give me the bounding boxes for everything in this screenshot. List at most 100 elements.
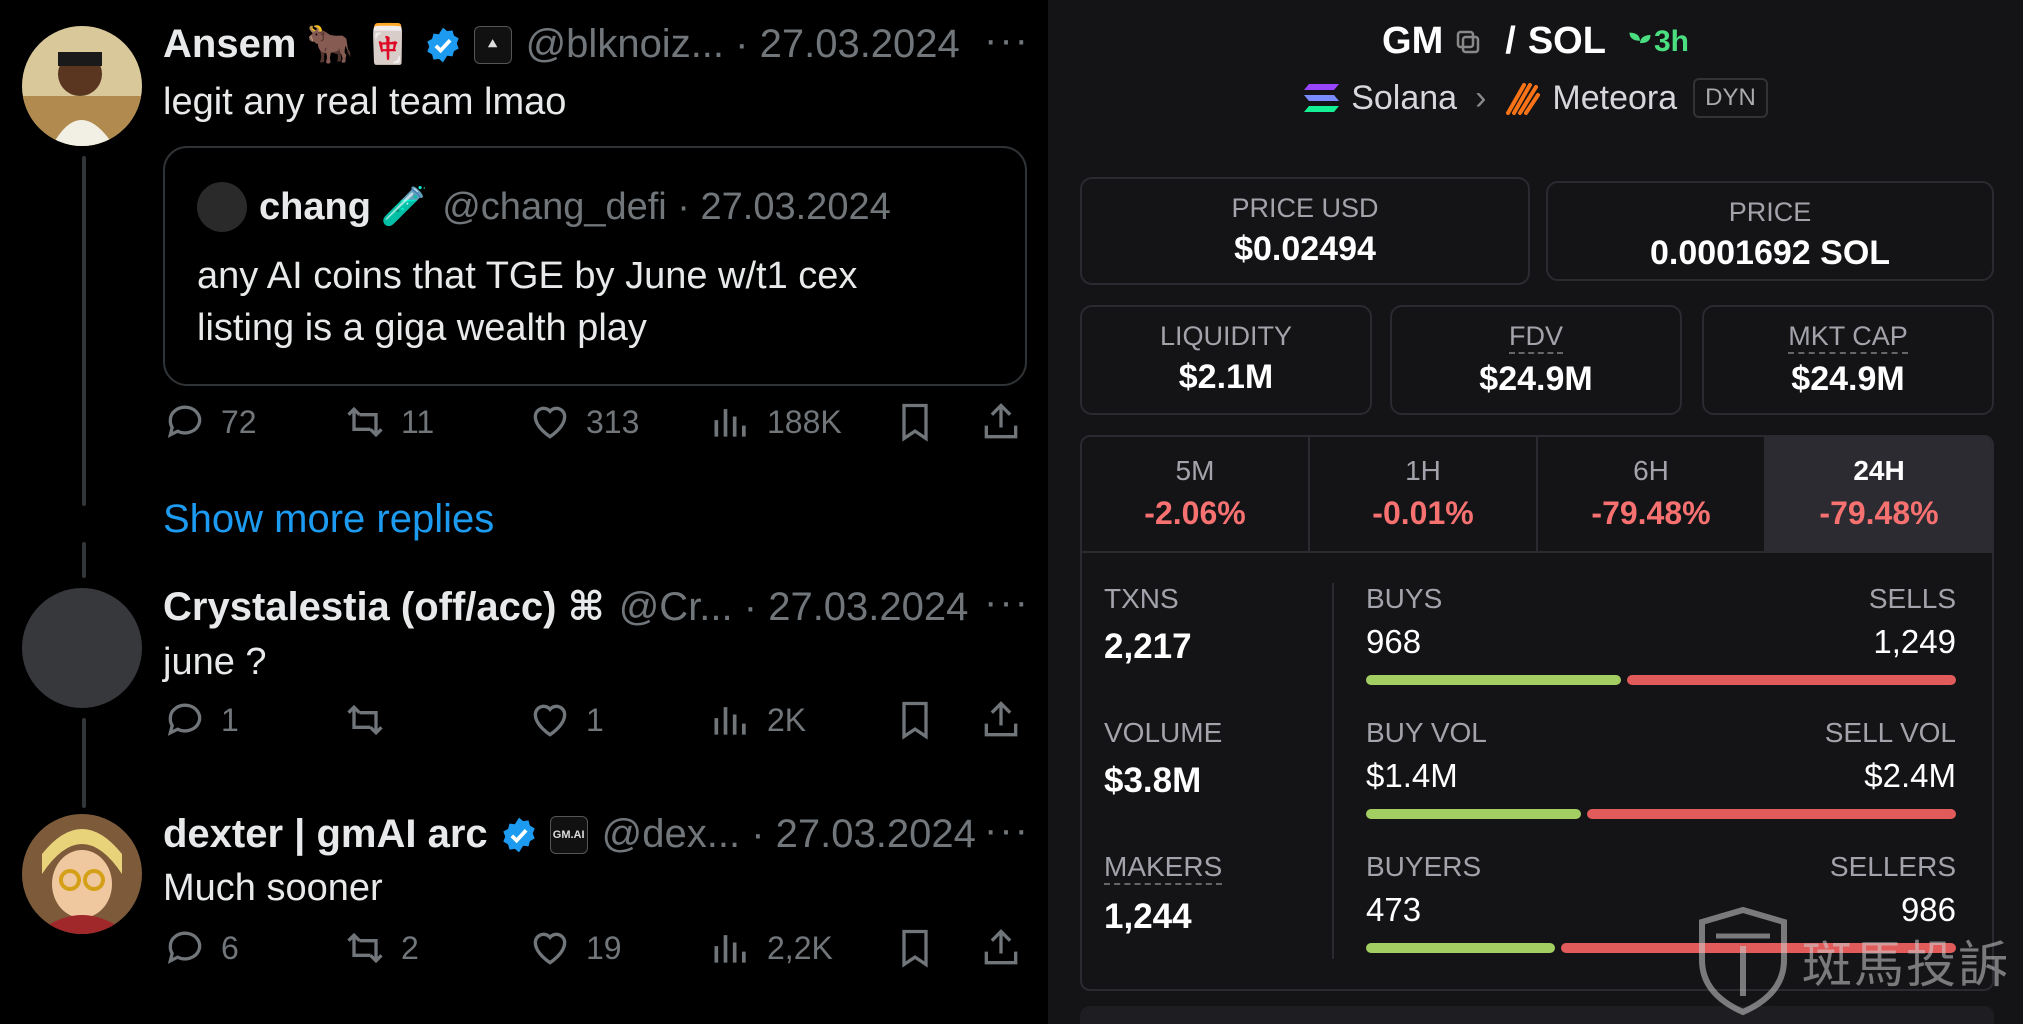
buys-label: BUYS <box>1366 583 1443 614</box>
stats-divider <box>1332 583 1334 959</box>
pair-age-text: 3h <box>1653 24 1689 58</box>
retweet-button[interactable]: 11 <box>343 400 434 444</box>
dex-type-badge: DYN <box>1693 78 1768 118</box>
tab-1h[interactable]: 1H -0.01% <box>1310 437 1538 551</box>
pair-age: 3h <box>1626 25 1689 59</box>
reply-count: 1 <box>221 701 239 738</box>
reply-icon <box>167 931 202 964</box>
thread-connector <box>82 718 86 808</box>
like-count: 19 <box>586 929 622 966</box>
more-options-icon[interactable]: ··· <box>984 808 1030 852</box>
sellers-value: 986 <box>1900 891 1956 928</box>
makers-value: 1,244 <box>1104 897 1192 936</box>
sells-label: SELLS <box>1868 583 1956 614</box>
reply-button[interactable]: 1 <box>163 698 239 742</box>
avatar-crystalestia[interactable] <box>22 588 142 708</box>
price-usd-label: PRICE USD <box>1231 193 1379 223</box>
like-button[interactable]: 1 <box>528 698 604 742</box>
price-native-card: PRICE 0.0001692 SOL <box>1546 181 1994 281</box>
affiliate-badge-icon: GM.AI <box>549 815 588 854</box>
more-options-icon[interactable]: ··· <box>984 18 1030 62</box>
buyers-sellers-bar <box>1366 943 1956 953</box>
thread-connector <box>82 156 86 506</box>
bookmark-button[interactable] <box>893 400 937 444</box>
views-button[interactable]: 188K <box>709 400 842 444</box>
quote-text: any AI coins that TGE by June w/t1 cex l… <box>197 255 858 349</box>
author-name[interactable]: dexter | gmAI arc <box>163 812 488 856</box>
tweet-date[interactable]: 27.03.2024 <box>775 812 976 856</box>
fdv-card[interactable]: FDV $24.9M <box>1390 305 1682 415</box>
share-button[interactable] <box>979 698 1023 742</box>
show-more-replies-link[interactable]: Show more replies <box>163 497 495 541</box>
like-button[interactable]: 313 <box>528 400 639 444</box>
views-button[interactable]: 2K <box>709 698 806 742</box>
tab-6h[interactable]: 6H -79.48% <box>1538 437 1766 551</box>
author-handle[interactable]: @dex... <box>601 812 741 856</box>
tweet-actions: 6 2 19 2,2K <box>163 926 1029 986</box>
reply-button[interactable]: 6 <box>163 926 239 970</box>
share-button[interactable] <box>979 926 1023 970</box>
buy-vol-bar <box>1366 809 1582 819</box>
buyers-bar <box>1366 943 1556 953</box>
tweet-header: Ansem 🐂 🀄 ⛰ @blknoiz... · 27.03.2024 <box>163 22 960 67</box>
bookmark-button[interactable] <box>893 698 937 742</box>
author-name[interactable]: Crystalestia (off/acc) ⌘ <box>163 585 605 629</box>
more-options-icon[interactable]: ··· <box>984 580 1030 624</box>
affiliate-badge-icon: ⛰ <box>473 25 512 64</box>
quote-avatar <box>197 182 247 232</box>
tab-label: 6H <box>1633 455 1669 486</box>
name-emoji: 🐂 🀄 <box>306 23 412 66</box>
chain-link[interactable]: Solana <box>1351 78 1458 117</box>
separator-dot: · <box>724 22 760 66</box>
retweet-button[interactable]: 2 <box>343 926 419 970</box>
quoted-tweet[interactable]: chang 🧪 @chang_defi · 27.03.2024 any AI … <box>163 146 1027 386</box>
author-handle[interactable]: @Cr... <box>618 584 733 629</box>
watermark-text: 斑馬投訴 <box>1802 937 2010 993</box>
share-button[interactable] <box>979 400 1023 444</box>
watermark: 斑馬投訴 <box>1696 906 2010 1016</box>
tab-change: -79.48% <box>1591 495 1711 531</box>
mktcap-value: $24.9M <box>1791 360 1905 398</box>
thread-connector <box>82 542 86 578</box>
like-button[interactable]: 19 <box>528 926 622 970</box>
sellers-bar <box>1561 943 1956 953</box>
dex-link[interactable]: Meteora <box>1552 78 1678 117</box>
bookmark-icon <box>902 701 928 740</box>
tweet-thread: Ansem 🐂 🀄 ⛰ @blknoiz... · 27.03.2024 ···… <box>22 18 1030 986</box>
avatar-dexter[interactable] <box>22 814 142 934</box>
author-name[interactable]: Ansem <box>163 22 297 66</box>
transaction-stats: TXNS 2,217 BUYS SELLS 968 1,249 VOLUME $3.… <box>1080 551 1994 991</box>
price-native-value: 0.0001692 SOL <box>1649 234 1891 272</box>
copy-icon[interactable] <box>1453 27 1483 57</box>
like-count: 1 <box>586 701 604 738</box>
avatar-ansem[interactable] <box>22 26 142 146</box>
volume-value: $3.8M <box>1104 761 1202 800</box>
quote-handle: @chang_defi <box>442 185 667 228</box>
liquidity-value: $2.1M <box>1178 358 1274 396</box>
quote-author-name: chang <box>259 185 371 228</box>
view-count: 2K <box>767 701 807 738</box>
views-icon <box>714 707 746 735</box>
tab-24h[interactable]: 24H -79.48% <box>1766 437 1992 551</box>
reply-button[interactable]: 72 <box>163 400 257 444</box>
views-button[interactable]: 2,2K <box>709 926 833 970</box>
meteora-logo-icon <box>1506 83 1541 115</box>
author-handle[interactable]: @blknoiz... <box>525 22 725 66</box>
bookmark-button[interactable] <box>893 926 937 970</box>
heart-icon <box>533 932 567 965</box>
chevron-right-icon: › <box>1475 78 1487 117</box>
tweet-date[interactable]: 27.03.2024 <box>759 22 960 66</box>
tab-change: -79.48% <box>1819 495 1939 531</box>
chain-breadcrumb: Solana › Meteora DYN <box>1048 78 2023 118</box>
retweet-button[interactable] <box>343 698 401 742</box>
makers-stat: MAKERS 1,244 <box>1104 851 1223 937</box>
retweet-count: 11 <box>401 403 435 440</box>
reply-icon <box>167 703 202 736</box>
tweet-date[interactable]: 27.03.2024 <box>768 584 969 629</box>
bookmark-icon <box>902 403 928 442</box>
fdv-label: FDV <box>1509 321 1563 354</box>
mktcap-card[interactable]: MKT CAP $24.9M <box>1702 305 1994 415</box>
tab-5m[interactable]: 5M -2.06% <box>1082 437 1310 551</box>
sellers-label: SELLERS <box>1829 851 1956 882</box>
separator-dot: · <box>732 584 769 629</box>
